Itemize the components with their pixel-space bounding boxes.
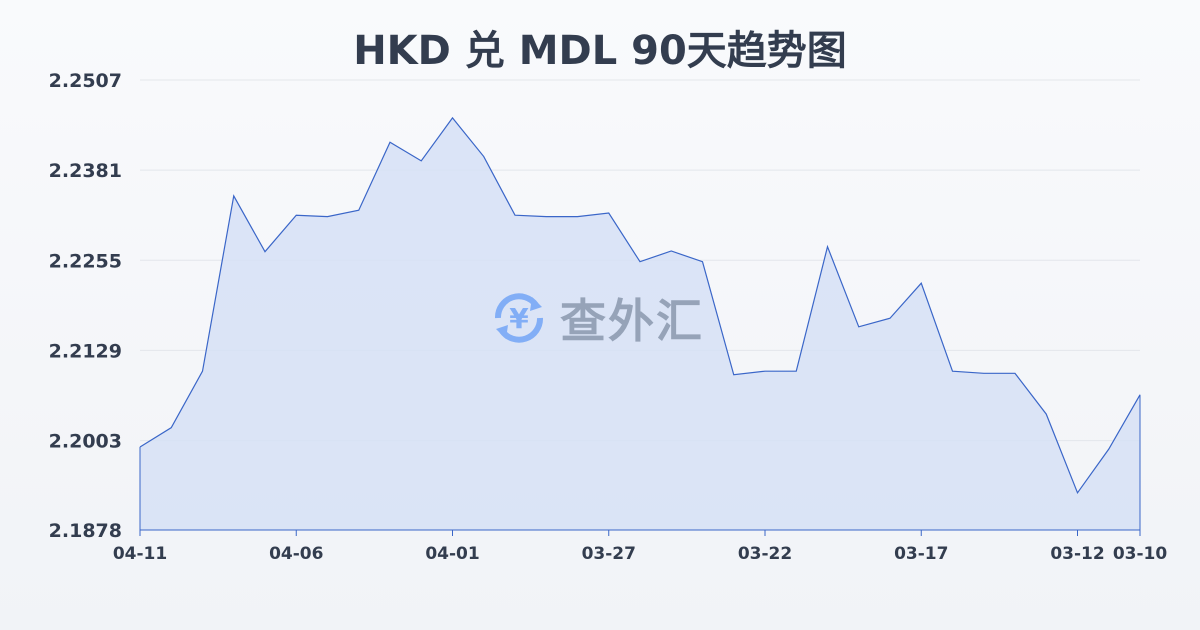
- chart-title: HKD 兑 MDL 90天趋势图: [353, 28, 847, 74]
- series-line: [139, 116, 1141, 495]
- x-tick-label: 03-22: [738, 544, 792, 564]
- x-tick-label: 03-12: [1050, 544, 1104, 564]
- x-tick-label: 04-01: [425, 544, 479, 564]
- x-tick-label: 03-10: [1113, 544, 1168, 564]
- area-fill: [140, 117, 1140, 530]
- watermark: ¥ 查外汇: [488, 285, 704, 351]
- watermark-text: 查外汇: [560, 294, 704, 348]
- y-tick-label: 2.2129: [49, 340, 122, 362]
- x-tick-label: 04-06: [269, 544, 323, 564]
- x-tick-label: 03-17: [894, 544, 948, 564]
- x-tick-label: 04-11: [113, 544, 167, 564]
- y-tick-label: 2.2507: [49, 70, 122, 92]
- svg-text:¥: ¥: [509, 302, 529, 335]
- y-tick-label: 2.2255: [49, 250, 122, 272]
- y-tick-label: 2.2003: [49, 431, 122, 453]
- yen-exchange-icon: ¥: [494, 293, 544, 343]
- y-tick-label: 2.1878: [49, 520, 122, 542]
- y-tick-label: 2.2381: [49, 160, 122, 182]
- x-tick-label: 03-27: [582, 544, 636, 564]
